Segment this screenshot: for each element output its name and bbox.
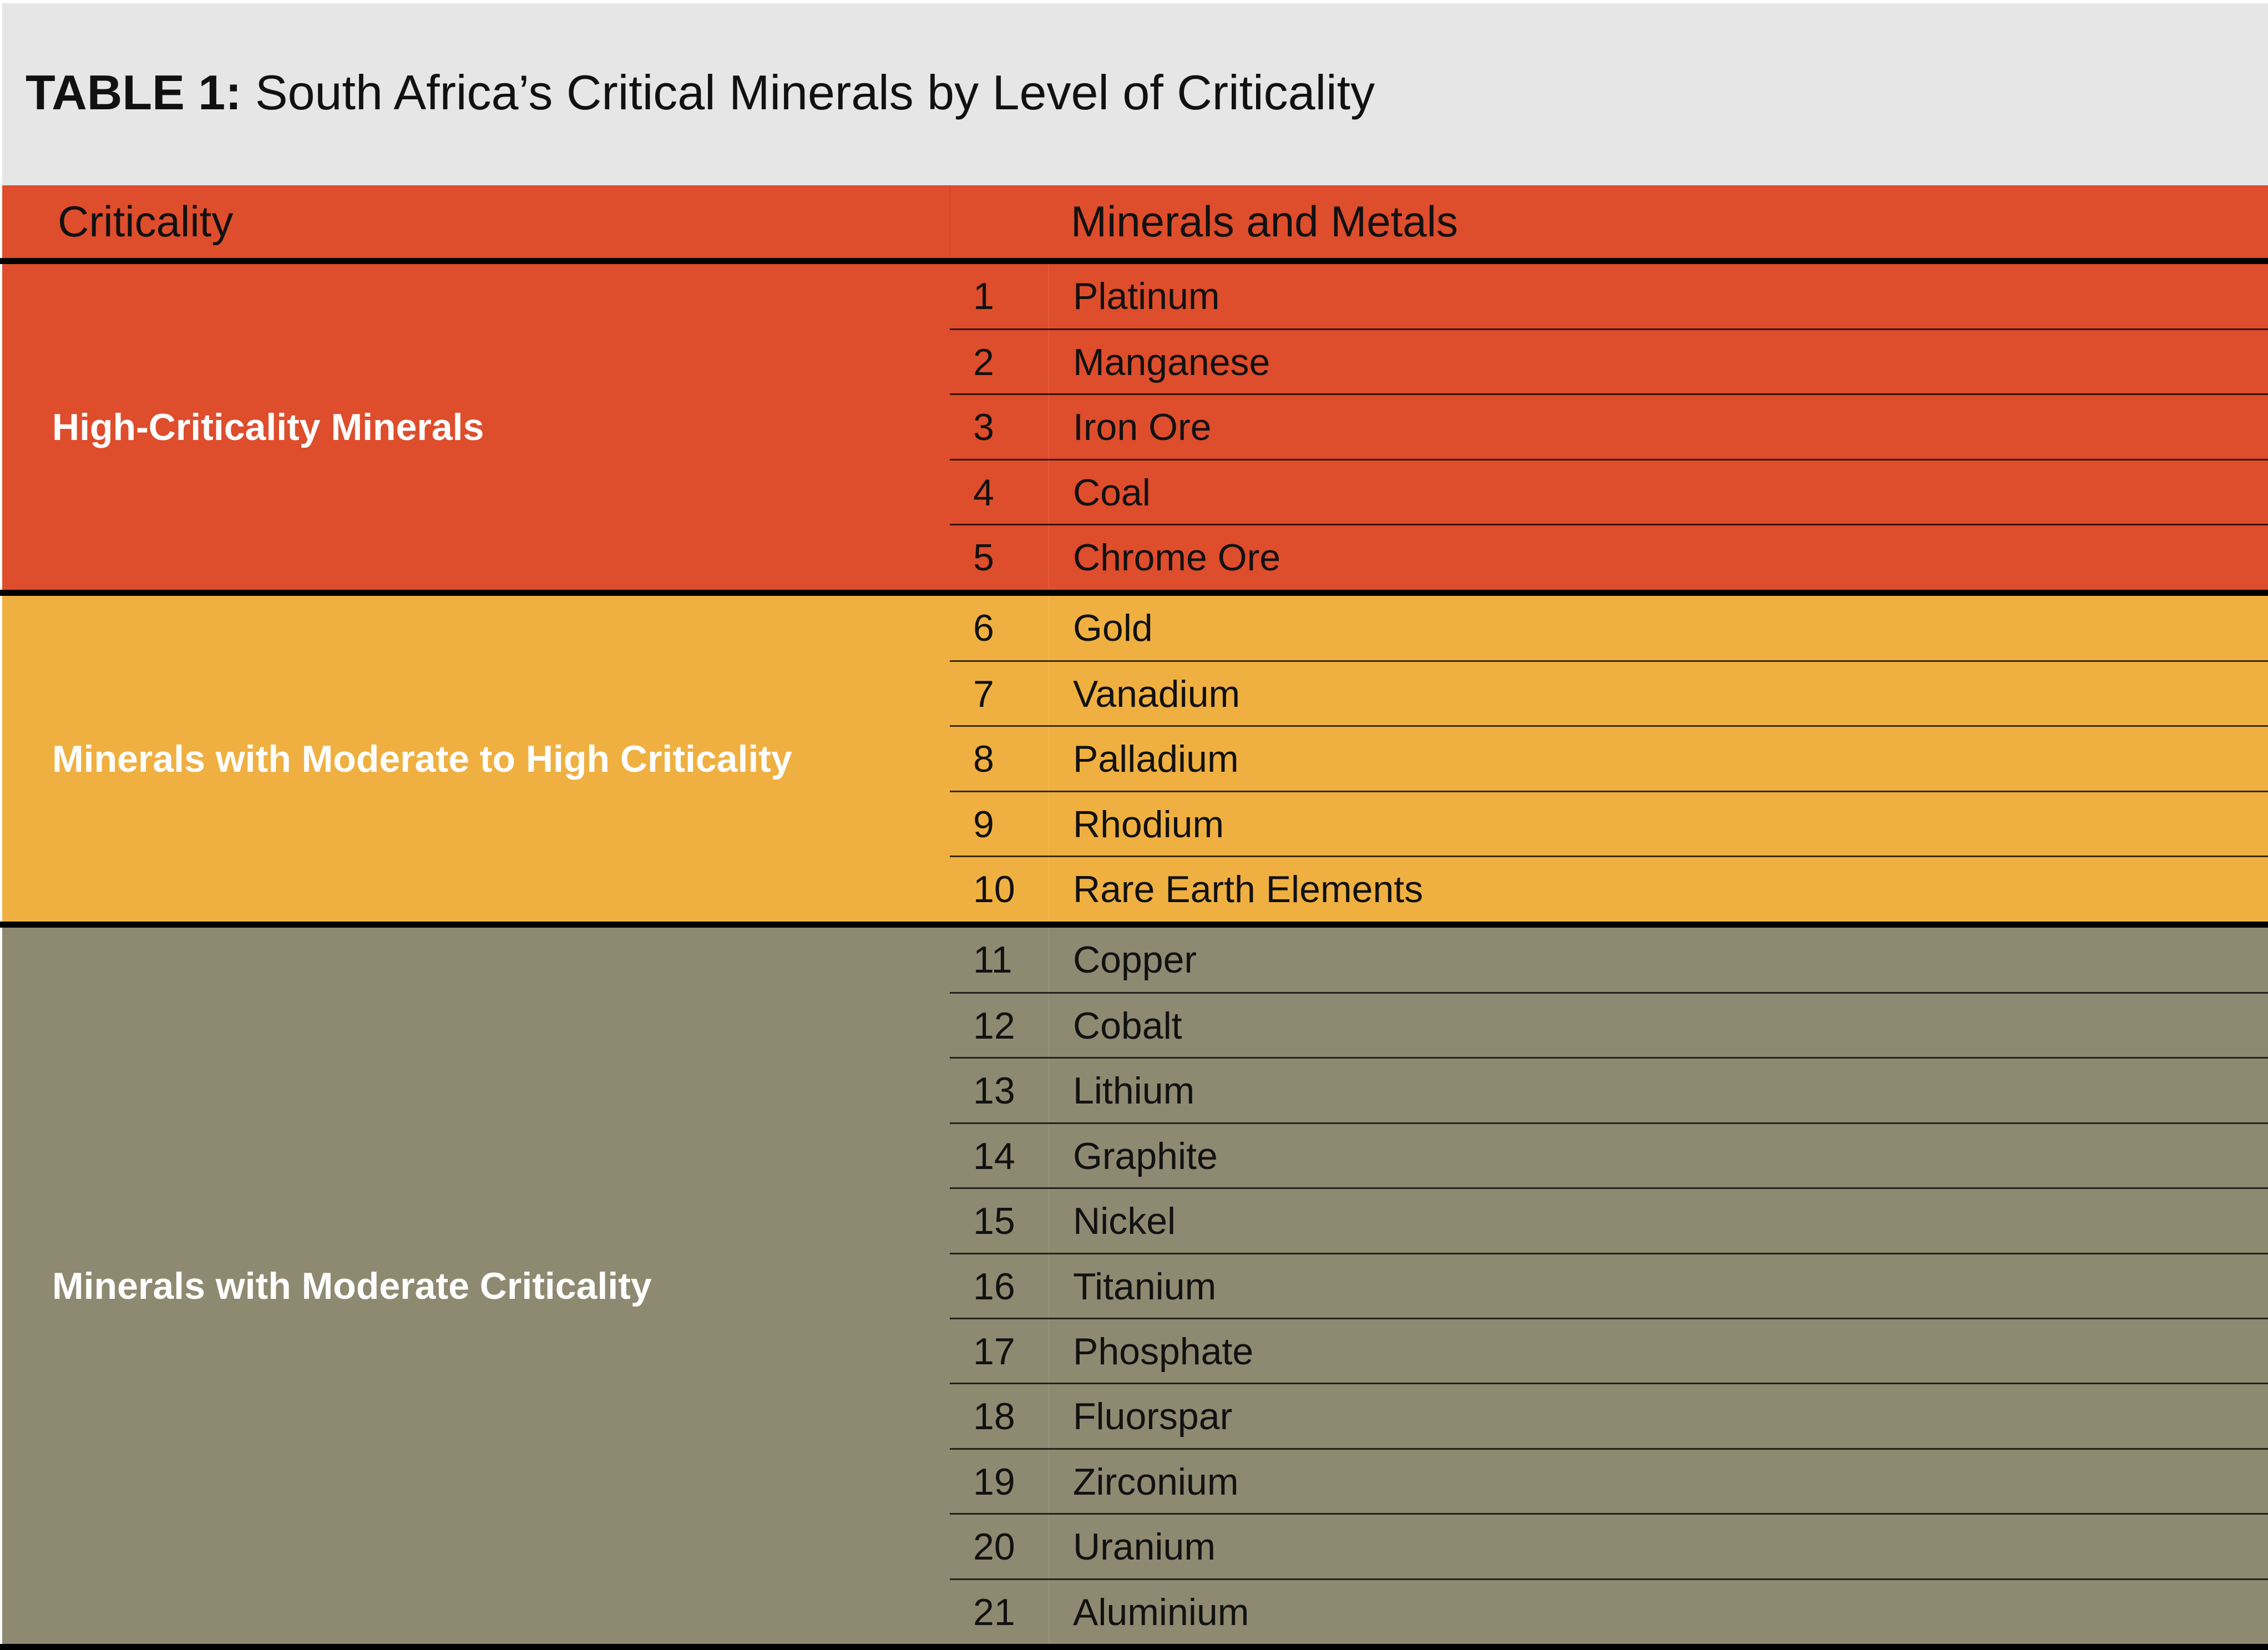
mineral-name: Palladium [1073,738,1239,781]
mineral-row: 2 Manganese [950,328,2268,395]
mineral-rank: 19 [973,1460,1015,1503]
mineral-name: Nickel [1073,1200,1176,1243]
criticality-group: Minerals with Moderate Criticality 11 Copp… [2,928,2268,1644]
mineral-name: Graphite [1073,1135,1218,1177]
mineral-row: 4 Coal [950,458,2268,525]
mineral-row: 12 Cobalt [950,991,2268,1059]
mineral-name: Rare Earth Elements [1073,868,1424,911]
mineral-name: Cobalt [1073,1004,1182,1047]
mineral-row: 15 Nickel [950,1187,2268,1254]
mineral-row: 1 Platinum [950,264,2268,329]
mineral-row: 8 Palladium [950,725,2268,792]
mineral-name: Gold [1073,607,1153,649]
mineral-rank: 15 [973,1200,1015,1243]
mineral-name: Iron Ore [1073,406,1212,449]
mineral-rank: 9 [973,803,994,846]
mineral-name: Chrome Ore [1073,536,1281,579]
table-title-bar: TABLE 1: South Africa’s Critical Mineral… [2,3,2268,185]
mineral-row: 10 Rare Earth Elements [950,856,2268,922]
mineral-rank: 1 [973,275,994,317]
group-divider [0,258,2268,264]
criticality-label: Minerals with Moderate Criticality [52,1264,652,1307]
table-title: TABLE 1: South Africa’s Critical Mineral… [26,64,1375,121]
mineral-row: 3 Iron Ore [950,393,2268,460]
mineral-row: 18 Fluorspar [950,1383,2268,1449]
mineral-rank: 6 [973,607,994,649]
mineral-name: Vanadium [1073,672,1241,715]
mineral-name: Fluorspar [1073,1395,1233,1438]
mineral-name: Platinum [1073,275,1220,317]
mineral-name: Coal [1073,471,1151,514]
mineral-name: Rhodium [1073,803,1224,846]
criticality-group: High-Criticality Minerals 1 Platinum 2 Manga… [2,264,2268,590]
mineral-rank: 21 [973,1591,1015,1633]
mineral-rank: 2 [973,341,994,383]
mineral-row: 11 Copper [950,928,2268,993]
mineral-rank: 7 [973,672,994,715]
mineral-name: Copper [1073,939,1197,981]
mineral-name: Titanium [1073,1265,1217,1308]
criticality-label: High-Criticality Minerals [52,406,484,448]
table-number: TABLE 1: [26,65,242,120]
mineral-rank: 20 [973,1526,1015,1568]
mineral-rank: 10 [973,868,1015,911]
mineral-rank: 3 [973,406,994,449]
table-header: Criticality Minerals and Metals [2,185,2268,258]
criticality-group: Minerals with Moderate to High Criticali… [2,596,2268,922]
mineral-rank: 16 [973,1265,1015,1308]
criticality-label: Minerals with Moderate to High Criticali… [52,737,792,780]
mineral-row: 5 Chrome Ore [950,524,2268,590]
mineral-row: 21 Aluminium [950,1578,2268,1645]
mineral-rank: 8 [973,738,994,781]
mineral-row: 9 Rhodium [950,790,2268,857]
header-minerals: Minerals and Metals [1071,197,1458,246]
mineral-row: 19 Zirconium [950,1447,2268,1515]
mineral-rank: 12 [973,1004,1015,1047]
mineral-row: 17 Phosphate [950,1317,2268,1384]
mineral-row: 13 Lithium [950,1057,2268,1123]
mineral-row: 20 Uranium [950,1513,2268,1580]
mineral-rank: 4 [973,471,994,514]
mineral-rank: 13 [973,1070,1015,1112]
mineral-name: Zirconium [1073,1460,1239,1503]
group-divider [0,590,2268,596]
mineral-row: 14 Graphite [950,1122,2268,1189]
mineral-rank: 18 [973,1395,1015,1438]
mineral-rank: 11 [973,939,1012,981]
mineral-rank: 17 [973,1330,1015,1373]
mineral-name: Uranium [1073,1526,1216,1568]
table-title-text: South Africa’s Critical Minerals by Leve… [241,65,1375,120]
mineral-name: Aluminium [1073,1591,1249,1633]
header-criticality: Criticality [58,197,234,246]
mineral-rank: 14 [973,1135,1015,1177]
mineral-row: 6 Gold [950,596,2268,661]
table-bottom-border [0,1644,2268,1650]
mineral-rank: 5 [973,536,994,579]
mineral-row: 7 Vanadium [950,660,2268,727]
mineral-name: Manganese [1073,341,1270,383]
group-divider [0,922,2268,928]
mineral-name: Lithium [1073,1070,1195,1112]
mineral-row: 16 Titanium [950,1252,2268,1319]
mineral-name: Phosphate [1073,1330,1254,1373]
